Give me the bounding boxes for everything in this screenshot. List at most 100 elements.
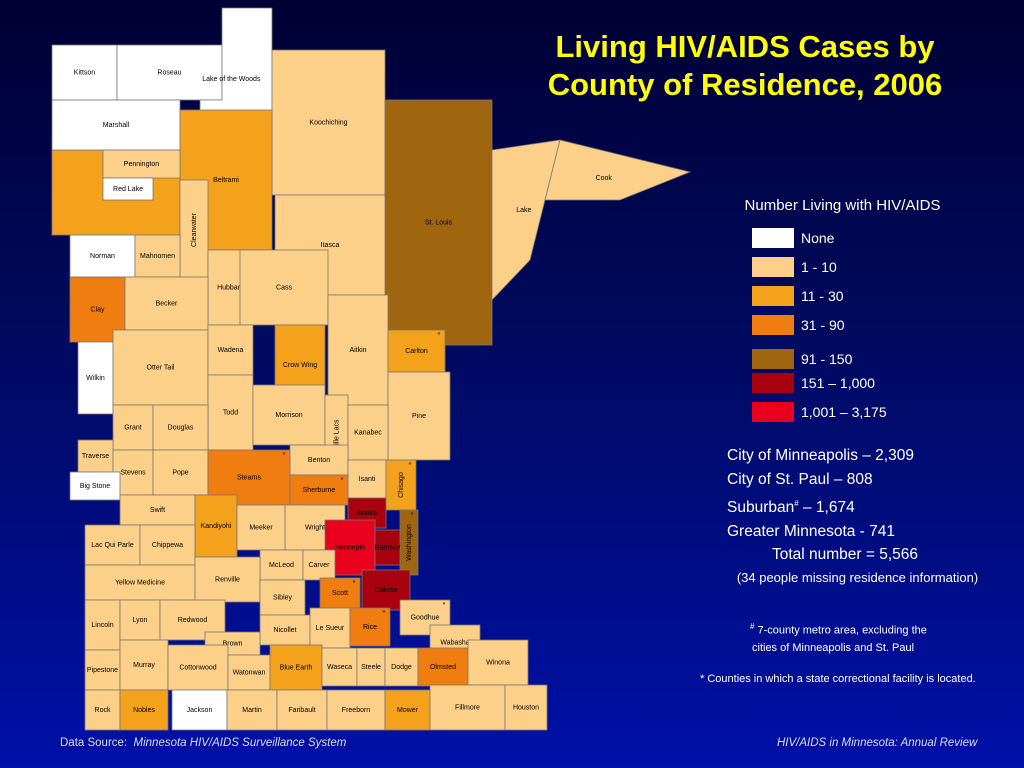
county-label: Yellow Medicine (115, 579, 165, 586)
county-label: Clearwater (191, 212, 198, 247)
county-label: Lake of the Woods (202, 76, 261, 83)
county-label: Marshall (103, 122, 130, 129)
county-label: Benton (308, 457, 330, 464)
county-note: * (383, 610, 386, 617)
county-label: Lincoln (91, 622, 113, 629)
county-label: Red Lake (113, 186, 143, 193)
county-label: Chisago (398, 472, 405, 498)
county (309, 607, 351, 649)
county-label: Houston (513, 704, 539, 711)
county (417, 647, 469, 687)
legend-label: None (801, 230, 835, 246)
county-label: Rice (363, 624, 377, 631)
stat: Greater Minnesota - 741 (727, 523, 896, 541)
stat-value: – 1,674 (798, 499, 855, 517)
county-label: Itasca (321, 242, 340, 249)
county-label: Carver (308, 562, 330, 569)
county-label: Pennington (124, 161, 160, 168)
stat-label: Suburban (727, 499, 795, 517)
county-label: Washington (406, 524, 413, 561)
county-label: Wadena (218, 347, 244, 354)
county (347, 404, 389, 461)
county (387, 371, 451, 461)
legend-swatch (752, 349, 794, 369)
county-label: Grant (124, 424, 142, 431)
county-label: Freeborn (342, 707, 371, 714)
county (269, 644, 323, 691)
title-line: County of Residence, 2006 (547, 67, 943, 102)
county (171, 689, 228, 731)
county-label: Faribault (288, 707, 315, 714)
county-label: Stearns (237, 474, 262, 481)
note-line: cities of Minneapolis and St. Paul (752, 641, 915, 654)
county (119, 689, 169, 731)
county (119, 599, 161, 641)
county-label: Wright (305, 524, 325, 531)
legend-swatch (752, 286, 794, 306)
legend-label: 1,001 – 3,175 (801, 404, 887, 420)
legend-swatch (752, 257, 794, 277)
county-label: Nicollet (274, 627, 297, 634)
county-label: Martin (242, 707, 262, 714)
legend-swatch (752, 228, 794, 248)
county-label: Pope (172, 469, 188, 476)
county (179, 179, 209, 281)
county (302, 549, 336, 581)
county-note: * (411, 512, 414, 519)
county (84, 689, 121, 731)
county-label: Swift (150, 507, 165, 514)
county-label: Isanti (359, 476, 376, 483)
county (51, 99, 181, 151)
county (252, 384, 326, 446)
county (167, 644, 229, 691)
county-label: Mower (397, 707, 419, 714)
county (102, 149, 181, 179)
county (491, 139, 561, 302)
county (69, 471, 121, 501)
county-label: Kanabec (354, 429, 382, 436)
county-label: Mille Lacs (333, 419, 340, 451)
county (276, 689, 328, 731)
county-note: * (438, 332, 441, 339)
county (239, 249, 329, 326)
county-label: Sibley (273, 594, 293, 601)
total: Total number = 5,566 (771, 546, 919, 563)
county-label: Lac Qui Parle (91, 542, 134, 549)
county-label: Otter Tail (147, 364, 175, 371)
county-label: Pine (412, 413, 426, 420)
county (349, 607, 391, 647)
legend-title: Number Living with HIV/AIDS (744, 197, 941, 214)
county (152, 449, 209, 496)
county (84, 649, 121, 691)
county (119, 494, 196, 526)
county (384, 647, 419, 687)
county (259, 579, 306, 616)
county-label: Aitkin (349, 347, 366, 354)
county-note: * (353, 580, 356, 587)
county (77, 439, 114, 473)
county-label: Olmsted (430, 664, 456, 671)
county (374, 529, 401, 566)
county-label: Scott (332, 590, 348, 597)
county-label: Chippewa (152, 542, 183, 549)
county-label: Watonwan (233, 669, 266, 676)
county-label: Nobles (133, 707, 155, 714)
source-label: Data Source: (60, 737, 128, 749)
county-label: Stevens (120, 469, 146, 476)
stat-mark: # (794, 499, 799, 508)
county (134, 234, 181, 278)
source: Minnesota HIV/AIDS Surveillance System (133, 737, 347, 749)
county-label: Sherburne (303, 487, 336, 494)
legend-swatch (752, 315, 794, 335)
title-line: Living HIV/AIDS Cases by (555, 29, 935, 64)
legend-swatch (752, 373, 794, 393)
legend-label: 31 - 90 (801, 317, 845, 333)
county-label: Brown (223, 640, 243, 647)
county-label: Pipestone (87, 667, 118, 674)
county (207, 324, 254, 376)
county (326, 689, 386, 731)
facility-note: * Counties in which a state correctional… (700, 673, 976, 685)
county-label: McLeod (269, 562, 294, 569)
stat: City of St. Paul – 808 (727, 471, 873, 488)
